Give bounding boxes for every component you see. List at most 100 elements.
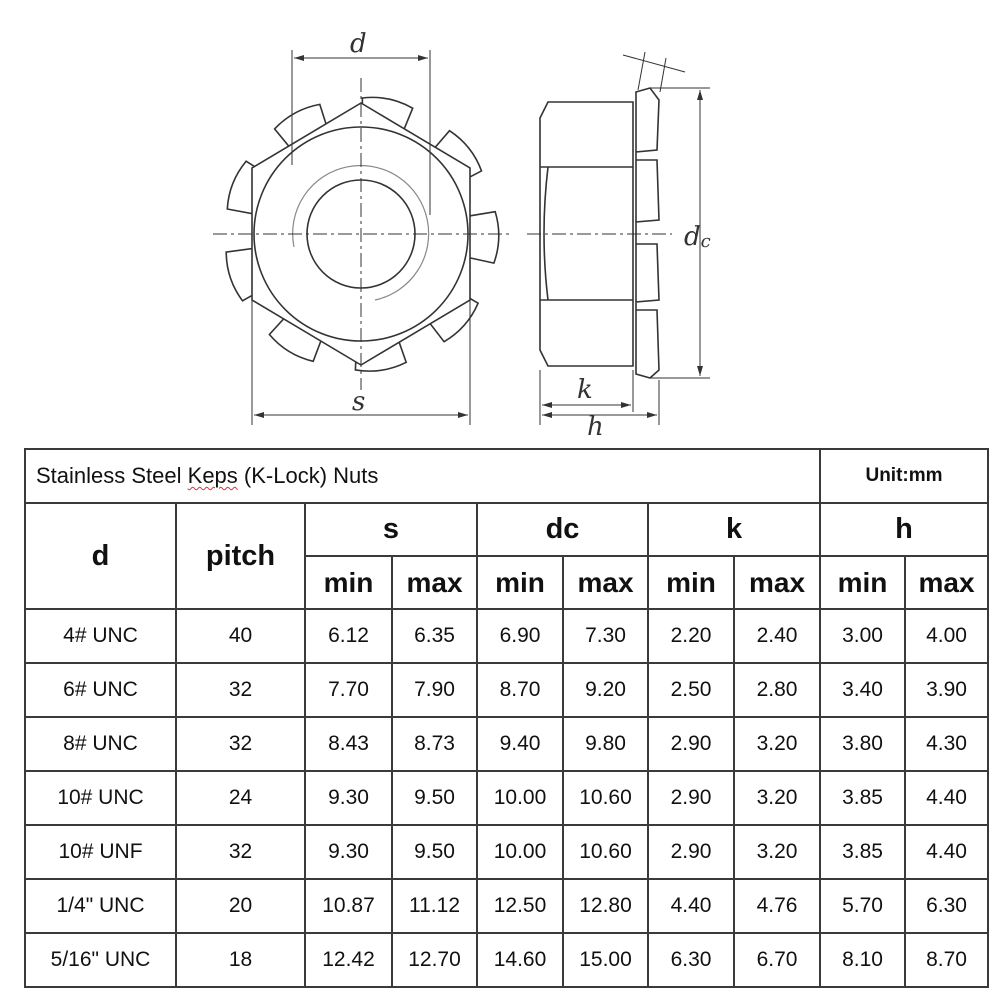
front-view bbox=[213, 78, 510, 390]
table-cell: 6.30 bbox=[904, 878, 990, 934]
table-cell: 1/4" UNC bbox=[24, 878, 177, 934]
table-cell: 3.00 bbox=[819, 608, 907, 664]
header-max: max bbox=[391, 555, 478, 610]
table-cell: 9.30 bbox=[304, 824, 393, 880]
table-cell: 2.40 bbox=[732, 608, 822, 664]
header-min: min bbox=[819, 555, 907, 610]
table-cell: 2.50 bbox=[647, 662, 735, 718]
table-title: Stainless Steel Keps (K-Lock) Nuts bbox=[23, 448, 822, 504]
table-cell: 11.12 bbox=[391, 878, 478, 934]
header-pitch: pitch bbox=[175, 502, 306, 610]
table-cell: 20 bbox=[175, 878, 306, 934]
table-cell: 4.30 bbox=[904, 716, 990, 772]
table-row: 8# UNC 32 8.43 8.73 9.40 9.80 2.90 3.20 3.80 4.30 bbox=[24, 716, 990, 772]
hex-body bbox=[539, 101, 634, 367]
table-cell: 10.00 bbox=[476, 770, 564, 826]
table-cell: 3.20 bbox=[732, 824, 822, 880]
keps-nut-drawing: d s dc k h bbox=[213, 29, 711, 440]
table-cell: 10.00 bbox=[476, 824, 564, 880]
table-cell: 3.20 bbox=[732, 770, 822, 826]
header-min: min bbox=[304, 555, 393, 610]
dim-label-d: d bbox=[350, 29, 367, 59]
table-cell: 5/16" UNC bbox=[24, 932, 177, 988]
table-cell: 12.80 bbox=[562, 878, 649, 934]
table-cell: 7.90 bbox=[391, 662, 478, 718]
table-cell: 4.40 bbox=[904, 770, 990, 826]
table-cell: 3.85 bbox=[819, 824, 907, 880]
table-cell: 4# UNC bbox=[24, 608, 177, 664]
header-row-1: d pitch s dc k h bbox=[24, 502, 990, 610]
table-cell: 8.73 bbox=[391, 716, 478, 772]
side-view bbox=[527, 87, 672, 379]
table-cell: 14.60 bbox=[476, 932, 564, 988]
table-cell: 9.50 bbox=[391, 824, 478, 880]
table-cell: 9.50 bbox=[391, 770, 478, 826]
header-dc: dc bbox=[476, 502, 649, 557]
table-cell: 6.70 bbox=[732, 932, 822, 988]
table-cell: 10# UNF bbox=[24, 824, 177, 880]
washer-profile bbox=[635, 87, 660, 379]
table-cell: 2.90 bbox=[647, 716, 735, 772]
table-cell: 4.40 bbox=[904, 824, 990, 880]
header-s: s bbox=[304, 502, 478, 557]
table-cell: 32 bbox=[175, 824, 306, 880]
unit-label: Unit:mm bbox=[819, 448, 990, 504]
thread-arc bbox=[292, 164, 430, 301]
table-cell: 2.20 bbox=[647, 608, 735, 664]
table-cell: 40 bbox=[175, 608, 306, 664]
table-row: 10# UNF 32 9.30 9.50 10.00 10.60 2.90 3.20 3.85 4… bbox=[24, 824, 990, 880]
table-cell: 5.70 bbox=[819, 878, 907, 934]
table-cell: 9.80 bbox=[562, 716, 649, 772]
header-min: min bbox=[476, 555, 564, 610]
header-row-2: min max min max min max min max bbox=[25, 555, 990, 610]
dim-label-s: s bbox=[352, 387, 365, 417]
table-cell: 2.90 bbox=[647, 770, 735, 826]
header-min: min bbox=[647, 555, 735, 610]
dim-label-dc: dc bbox=[684, 222, 711, 252]
table-cell: 3.85 bbox=[819, 770, 907, 826]
dim-label-k: k bbox=[577, 375, 593, 405]
header-max: max bbox=[562, 555, 649, 610]
table-cell: 10# UNC bbox=[24, 770, 177, 826]
table-cell: 8.43 bbox=[304, 716, 393, 772]
table-cell: 3.20 bbox=[732, 716, 822, 772]
table-cell: 10.87 bbox=[304, 878, 393, 934]
table-cell: 4.00 bbox=[904, 608, 990, 664]
table-cell: 12.42 bbox=[304, 932, 393, 988]
table-cell: 9.20 bbox=[562, 662, 649, 718]
table-cell: 7.70 bbox=[304, 662, 393, 718]
table-cell: 24 bbox=[175, 770, 306, 826]
table-cell: 7.30 bbox=[562, 608, 649, 664]
table-row: 4# UNC 40 6.12 6.35 6.90 7.30 2.20 2.40 3.00 4.00 bbox=[24, 608, 990, 664]
table-cell: 3.80 bbox=[819, 716, 907, 772]
header-h: h bbox=[819, 502, 990, 557]
table-cell: 8.10 bbox=[819, 932, 907, 988]
table-cell: 32 bbox=[175, 662, 306, 718]
table-cell: 15.00 bbox=[562, 932, 649, 988]
table-cell: 3.40 bbox=[819, 662, 907, 718]
dim-label-h: h bbox=[587, 412, 604, 440]
table-cell: 6.90 bbox=[476, 608, 564, 664]
table-cell: 9.30 bbox=[304, 770, 393, 826]
table-cell: 18 bbox=[175, 932, 306, 988]
table-cell: 2.90 bbox=[647, 824, 735, 880]
table-cell: 6.30 bbox=[647, 932, 735, 988]
header-max: max bbox=[732, 555, 822, 610]
table-cell: 4.76 bbox=[732, 878, 822, 934]
table-cell: 3.90 bbox=[904, 662, 990, 718]
header-k: k bbox=[646, 502, 822, 557]
table-row: 10# UNC 24 9.30 9.50 10.00 10.60 2.90 3.20 3.85 4… bbox=[24, 770, 990, 826]
title-row: Stainless Steel Keps (K-Lock) Nuts Unit:… bbox=[23, 448, 990, 504]
table-cell: 4.40 bbox=[647, 878, 735, 934]
table-cell: 10.60 bbox=[562, 770, 649, 826]
table-row: 5/16" UNC 18 12.42 12.70 14.60 15.00 6.30 6.70 8… bbox=[24, 932, 990, 988]
table-cell: 6.35 bbox=[391, 608, 478, 664]
table-cell: 8.70 bbox=[904, 932, 990, 988]
table-row: 6# UNC 32 7.70 7.90 8.70 9.20 2.50 2.80 3.40 3.90 bbox=[24, 662, 990, 718]
header-d: d bbox=[24, 502, 177, 610]
dimension-table: Stainless Steel Keps (K-Lock) Nuts Unit:… bbox=[23, 448, 990, 988]
table-cell: 8.70 bbox=[476, 662, 564, 718]
dimensions bbox=[251, 50, 710, 425]
table-cell: 10.60 bbox=[562, 824, 649, 880]
table-cell: 6# UNC bbox=[24, 662, 177, 718]
